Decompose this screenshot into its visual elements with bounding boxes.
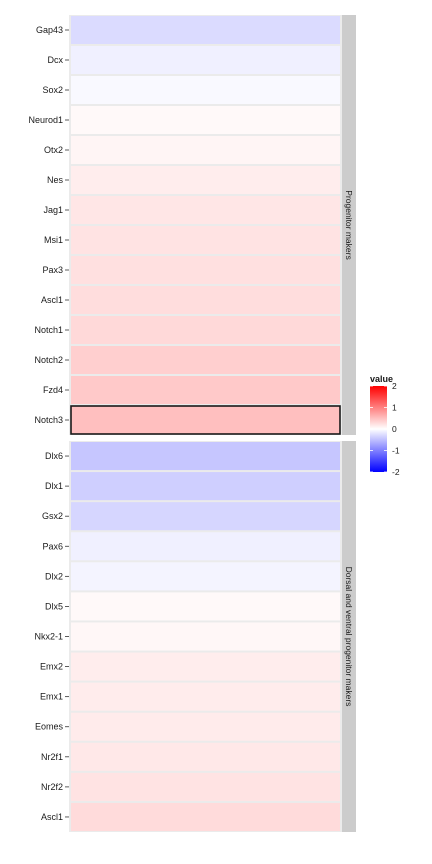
- heatmap-cell: [71, 226, 340, 254]
- y-tick-label: Nr2f1: [41, 752, 63, 762]
- heatmap-cell: [71, 286, 340, 314]
- heatmap-cell: [71, 472, 340, 501]
- y-tick-label: Pax3: [42, 265, 63, 275]
- y-tick-label: Dlx5: [45, 601, 63, 611]
- facet-strip-label: Dorsal and ventral progenitor makers: [344, 567, 354, 707]
- heatmap-cell: [70, 405, 341, 435]
- heatmap-cell: [71, 316, 340, 344]
- heatmap-cell: [71, 442, 340, 471]
- heatmap-cell: [71, 592, 340, 621]
- heatmap-cell: [71, 76, 340, 104]
- y-tick-label: Notch3: [34, 415, 63, 425]
- y-tick-label: Nes: [47, 175, 64, 185]
- y-tick-label: Pax6: [42, 541, 63, 551]
- heatmap-cell: [71, 166, 340, 194]
- heatmap-cell: [71, 712, 340, 741]
- heatmap-cell: [71, 622, 340, 651]
- legend-tick-label: 1: [392, 403, 397, 413]
- y-tick-label: Ascl1: [41, 812, 63, 822]
- y-tick-label: Notch2: [34, 355, 63, 365]
- heatmap-cell: [71, 256, 340, 284]
- heatmap-cell: [71, 16, 340, 44]
- heatmap-cell: [71, 772, 340, 801]
- heatmap-cell: [71, 562, 340, 591]
- heatmap-cell: [71, 136, 340, 164]
- y-tick-label: Dlx1: [45, 481, 63, 491]
- y-tick-label: Dlx6: [45, 451, 63, 461]
- y-tick-label: Neurod1: [28, 115, 63, 125]
- y-tick-label: Eomes: [35, 722, 64, 732]
- y-tick-label: Dlx2: [45, 571, 63, 581]
- heatmap-cell: [71, 652, 340, 681]
- legend-title: value: [370, 374, 393, 384]
- y-tick-label: Otx2: [44, 145, 63, 155]
- y-tick-label: Ascl1: [41, 295, 63, 305]
- legend-colorbar: [370, 386, 387, 472]
- facet-panel: Gap43 Dcx Sox2 Neurod1 Otx2 Nes Jag1 Msi1 Pax3 As…: [28, 15, 356, 435]
- facet-panel: Dlx6 Dlx1 Gsx2 Pax6 Dlx2 Dlx5 Nkx2-1 Emx2 Emx1 Eo…: [34, 441, 356, 832]
- y-tick-label: Sox2: [42, 85, 63, 95]
- y-tick-label: Nkx2-1: [34, 632, 63, 642]
- heatmap-cell: [71, 106, 340, 134]
- legend-tick-label: 0: [392, 424, 397, 434]
- y-tick-label: Msi1: [44, 235, 63, 245]
- heatmap-cell: [71, 742, 340, 771]
- legend-tick-label: -1: [392, 446, 400, 456]
- y-tick-label: Emx1: [40, 692, 63, 702]
- y-tick-label: Emx2: [40, 662, 63, 672]
- heatmap-cell: [71, 376, 340, 404]
- heatmap-cell: [71, 802, 340, 831]
- heatmap-cell: [71, 46, 340, 74]
- heatmap-cell: [71, 196, 340, 224]
- y-tick-label: Notch1: [34, 325, 63, 335]
- facet-strip: [342, 15, 356, 435]
- y-tick-label: Fzd4: [43, 385, 63, 395]
- heatmap-cell: [71, 682, 340, 711]
- legend-tick-label: -2: [392, 467, 400, 477]
- y-tick-label: Nr2f2: [41, 782, 63, 792]
- legend-tick-label: 2: [392, 381, 397, 391]
- y-tick-label: Gsx2: [42, 511, 63, 521]
- heatmap-cell: [71, 532, 340, 561]
- y-tick-label: Dcx: [48, 55, 64, 65]
- heatmap-cell: [71, 502, 340, 531]
- heatmap-cell: [71, 346, 340, 374]
- facet-strip-label: Progenitor makers: [344, 190, 354, 259]
- facet-panels: Gap43 Dcx Sox2 Neurod1 Otx2 Nes Jag1 Msi1 Pax3 As…: [28, 15, 356, 832]
- facet-strip: [342, 441, 356, 832]
- y-tick-label: Jag1: [43, 205, 63, 215]
- y-tick-label: Gap43: [36, 25, 63, 35]
